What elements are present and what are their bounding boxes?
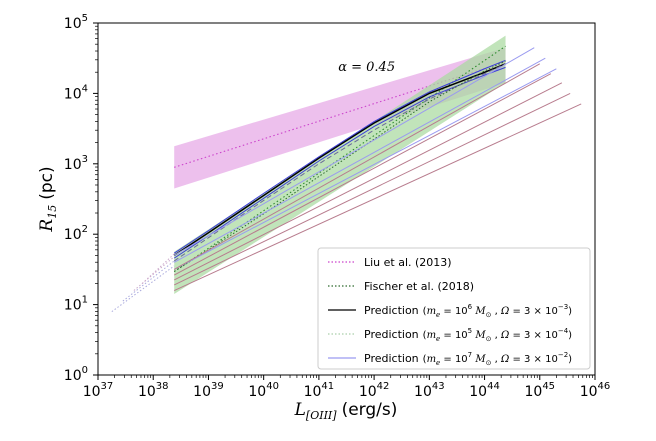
x-tick-label: 1041 (304, 381, 335, 400)
y-tick-label: 104 (64, 83, 88, 102)
band-0 (174, 47, 506, 189)
x-tick-label: 1044 (469, 381, 500, 400)
series-line-3 (173, 63, 506, 262)
axis-ticks: 1037 1038 1039 1040 1041 1042 1043 1044 1045 1046… (64, 13, 610, 400)
band-center-line-1 (173, 45, 506, 272)
legend-label: Prediction (me = 107 M⊙ , Ω = 3 × 10−2) (364, 351, 572, 367)
series-line-13 (111, 265, 175, 313)
series-line-12 (173, 103, 582, 291)
legend-label: Prediction (me = 106 M⊙ , Ω = 3 × 10−3) (364, 303, 572, 319)
y-axis-label: R15(pc) (37, 166, 59, 232)
x-tick-label: 1040 (248, 381, 279, 400)
legend-label: Liu et al. (2013) (364, 256, 452, 269)
alpha-annotation: α = 0.45 (338, 60, 395, 75)
series-line-5 (173, 47, 535, 256)
svg-text:R15(pc): R15(pc) (37, 166, 59, 232)
legend: Liu et al. (2013) Fischer et al. (2018) Pr… (317, 247, 591, 370)
y-tick-label: 105 (64, 13, 88, 32)
series-line-0 (173, 63, 506, 256)
series-line-1 (173, 59, 506, 254)
x-tick-label: 1038 (138, 381, 169, 400)
x-tick-label: 1043 (414, 381, 445, 400)
x-axis-label: L[OIII] (erg/s) (294, 400, 398, 422)
x-tick-label: 1045 (524, 381, 555, 400)
series-line-6 (173, 57, 546, 263)
x-tick-label: 1042 (359, 381, 390, 400)
plot-frame (97, 22, 596, 376)
x-tick-label: 1039 (193, 381, 224, 400)
series-line-9 (173, 73, 552, 276)
series-line-16 (141, 253, 175, 284)
series-line-7 (173, 68, 557, 270)
series-line-14 (122, 260, 175, 302)
series-line-15 (133, 256, 175, 291)
legend-label: Fischer et al. (2018) (364, 280, 474, 293)
y-tick-label: 102 (64, 224, 88, 243)
series-line-11 (173, 92, 571, 286)
legend-box (317, 247, 591, 370)
series-lines (111, 47, 582, 313)
y-tick-label: 101 (64, 295, 88, 314)
legend-label: Prediction (me = 105 M⊙ , Ω = 3 × 10−4) (364, 327, 572, 343)
svg-text:L[OIII](erg/s): L[OIII] (erg/s) (294, 400, 398, 422)
series-line-2 (173, 66, 506, 259)
y-tick-label: 103 (64, 154, 88, 173)
x-tick-label: 1046 (580, 381, 611, 400)
series-line-8 (173, 63, 541, 270)
x-tick-label: 1037 (83, 381, 114, 400)
series-line-10 (173, 82, 563, 281)
y-tick-label: 100 (64, 365, 88, 384)
